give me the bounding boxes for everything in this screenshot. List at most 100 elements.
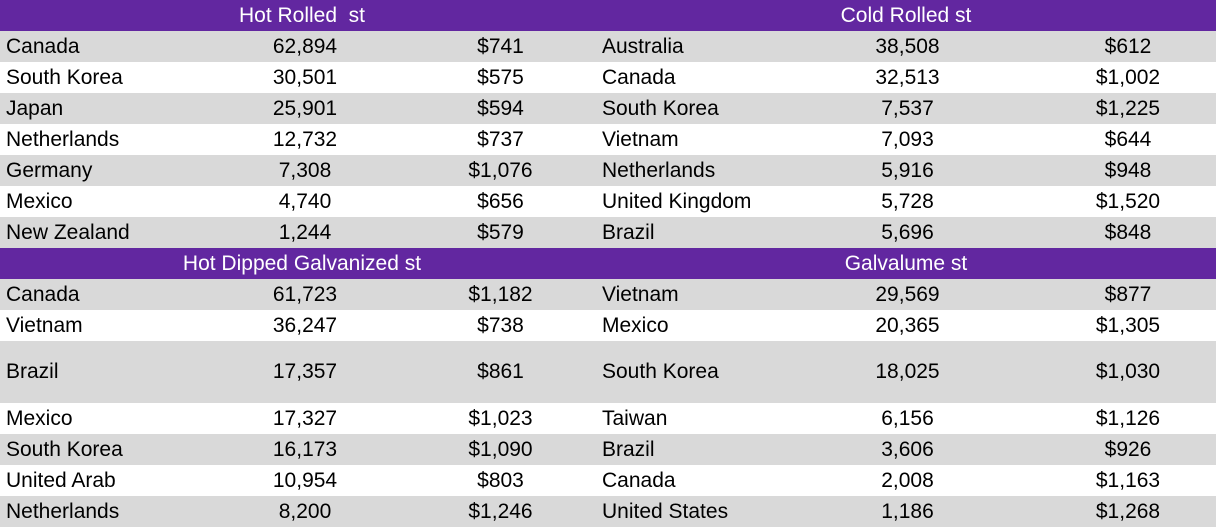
table-row: Vietnam 36,247 $738 Mexico 20,365 $1,305 (0, 310, 1216, 341)
left-price-cell: $656 (477, 189, 524, 213)
table-row: South Korea 16,173 $1,090 Brazil 3,606 $926 (0, 434, 1216, 465)
left-country-cell: Canada (6, 282, 80, 306)
left-volume-cell: 17,327 (272, 406, 338, 430)
table-row: United Arab 10,954 $803 Canada 2,008 $1,163 (0, 465, 1216, 496)
left-country-cell: Netherlands (6, 499, 120, 523)
table-row: Canada 62,894 $741 Australia 38,508 $612 (0, 31, 1216, 62)
left-country-cell: South Korea (6, 437, 123, 461)
right-volume-cell: 1,186 (881, 499, 934, 523)
right-country-cell: United Kingdom (602, 189, 752, 213)
right-country-cell: South Korea (602, 360, 719, 383)
table-row: Japan 25,901 $594 South Korea 7,537 $1,225 (0, 93, 1216, 124)
left-price-cell: $1,090 (468, 437, 533, 461)
table-row: Mexico 17,327 $1,023 Taiwan 6,156 $1,126 (0, 403, 1216, 434)
left-price-cell: $575 (477, 65, 524, 89)
table-row: Mexico 4,740 $656 United Kingdom 5,728 $1,520 (0, 186, 1216, 217)
right-volume-cell: 7,093 (881, 127, 934, 151)
right-volume-cell: 6,156 (881, 406, 934, 430)
left-price-cell: $738 (477, 313, 524, 337)
left-country-cell: New Zealand (6, 220, 130, 244)
right-country-cell: Vietnam (602, 127, 679, 151)
right-price-cell: $926 (1104, 437, 1152, 461)
table-row: Netherlands 12,732 $737 Vietnam 7,093 $644 (0, 124, 1216, 155)
right-volume-cell: 3,606 (881, 437, 934, 461)
section-header: Hot Dipped Galvanized st Galvalume st (0, 248, 1216, 279)
left-title: Hot Dipped Galvanized st (182, 251, 422, 275)
left-price-cell: $1,246 (468, 499, 533, 523)
right-price-cell: $1,520 (1095, 189, 1161, 213)
left-country-cell: Vietnam (6, 313, 83, 337)
right-price-cell: $1,225 (1095, 96, 1161, 120)
left-country-cell: United Arab (6, 468, 116, 492)
right-country-cell: Brazil (602, 220, 655, 244)
right-volume-cell: 32,513 (875, 65, 940, 89)
left-price-cell: $1,023 (468, 406, 533, 430)
left-price-cell: $594 (477, 96, 524, 120)
right-country-cell: Taiwan (602, 406, 668, 430)
right-country-cell: Australia (602, 34, 684, 58)
table-row: South Korea 30,501 $575 Canada 32,513 $1,002 (0, 62, 1216, 93)
table-row: Canada 61,723 $1,182 Vietnam 29,569 $877 (0, 279, 1216, 310)
left-price-cell: $741 (477, 34, 524, 58)
right-volume-cell: 38,508 (875, 34, 940, 58)
right-price-cell: $1,002 (1095, 65, 1161, 89)
table-row: Brazil 17,357 $861 South Korea 18,025 $1,030 (0, 341, 1216, 403)
left-volume-cell: 16,173 (272, 437, 338, 461)
left-price-cell: $861 (477, 360, 524, 383)
left-price-cell: $1,076 (468, 158, 533, 182)
right-country-cell: United States (602, 499, 729, 523)
left-volume-cell: 62,894 (272, 34, 338, 58)
left-volume-cell: 30,501 (272, 65, 338, 89)
left-price-cell: $579 (477, 220, 524, 244)
left-title: Hot Rolled st (238, 3, 366, 27)
left-volume-cell: 8,200 (278, 499, 332, 523)
right-volume-cell: 5,916 (881, 158, 934, 182)
right-country-cell: Canada (602, 65, 676, 89)
right-volume-cell: 5,728 (881, 189, 934, 213)
right-country-cell: South Korea (602, 96, 719, 120)
left-country-cell: Japan (6, 96, 64, 120)
left-volume-cell: 7,308 (278, 158, 332, 182)
right-volume-cell: 29,569 (875, 282, 940, 306)
right-country-cell: Brazil (602, 437, 655, 461)
left-country-cell: Mexico (6, 189, 73, 213)
left-price-cell: $1,182 (468, 282, 533, 306)
table-row: New Zealand 1,244 $579 Brazil 5,696 $848 (0, 217, 1216, 248)
left-country-cell: Germany (6, 158, 93, 182)
left-volume-cell: 10,954 (272, 468, 338, 492)
right-volume-cell: 18,025 (875, 360, 940, 383)
section-1: Hot Rolled st Cold Rolled st Canada 62,894 $… (0, 0, 1216, 248)
right-price-cell: $877 (1104, 282, 1152, 306)
right-title: Cold Rolled st (840, 3, 972, 27)
right-volume-cell: 5,696 (881, 220, 934, 244)
right-country-cell: Vietnam (602, 282, 679, 306)
right-price-cell: $1,126 (1095, 406, 1161, 430)
left-country-cell: Brazil (6, 360, 59, 383)
left-volume-cell: 36,247 (272, 313, 338, 337)
left-volume-cell: 1,244 (278, 220, 332, 244)
right-volume-cell: 20,365 (875, 313, 940, 337)
right-volume-cell: 7,537 (881, 96, 934, 120)
left-country-cell: Mexico (6, 406, 73, 430)
right-price-cell: $1,030 (1095, 360, 1161, 383)
right-price-cell: $848 (1104, 220, 1152, 244)
section-header: Hot Rolled st Cold Rolled st (0, 0, 1216, 31)
left-price-cell: $803 (477, 468, 524, 492)
right-price-cell: $612 (1104, 34, 1152, 58)
table-row: Germany 7,308 $1,076 Netherlands 5,916 $948 (0, 155, 1216, 186)
right-price-cell: $1,163 (1095, 468, 1161, 492)
left-volume-cell: 25,901 (272, 96, 338, 120)
right-country-cell: Mexico (602, 313, 669, 337)
left-volume-cell: 12,732 (272, 127, 338, 151)
left-country-cell: South Korea (6, 65, 123, 89)
left-country-cell: Canada (6, 34, 80, 58)
right-price-cell: $1,268 (1095, 499, 1161, 523)
left-price-cell: $737 (477, 127, 524, 151)
table-row: Netherlands 8,200 $1,246 United States 1,186… (0, 496, 1216, 527)
right-country-cell: Canada (602, 468, 676, 492)
right-title: Galvalume st (844, 251, 968, 275)
right-price-cell: $644 (1104, 127, 1152, 151)
section-2: Hot Dipped Galvanized st Galvalume st Cana… (0, 248, 1216, 527)
right-volume-cell: 2,008 (881, 468, 934, 492)
